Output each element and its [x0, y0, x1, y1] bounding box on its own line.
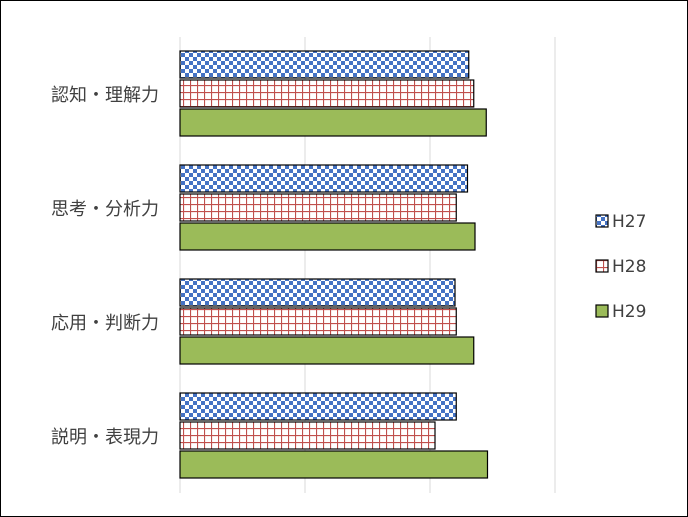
bar-h29-1 — [179, 222, 476, 251]
bar-h29-2 — [179, 336, 475, 365]
legend-label-h28: H28 — [612, 257, 646, 277]
legend: H27 H28 H29 — [595, 212, 646, 322]
category-label: 思考・分析力 — [51, 199, 159, 220]
legend-swatch-h27 — [595, 214, 609, 228]
bar-h27-0 — [179, 50, 470, 79]
bar-h27-3 — [179, 392, 457, 421]
bar-h27-1 — [179, 164, 469, 193]
bar-h28-3 — [179, 421, 436, 450]
bar-h28-1 — [179, 193, 457, 222]
legend-label-h27: H27 — [612, 212, 646, 232]
bar-h28-0 — [179, 79, 475, 108]
legend-swatch-h28 — [595, 259, 609, 273]
legend-label-h29: H29 — [612, 302, 646, 322]
category-label: 応用・判断力 — [51, 313, 159, 334]
category-label: 認知・理解力 — [51, 85, 159, 106]
bar-h29-3 — [179, 450, 489, 479]
bar-h28-2 — [179, 307, 457, 336]
legend-swatch-h29 — [595, 304, 609, 318]
category-label: 説明・表現力 — [51, 427, 159, 448]
bar-h29-0 — [179, 108, 487, 137]
bars — [179, 50, 489, 479]
bar-h27-2 — [179, 278, 456, 307]
